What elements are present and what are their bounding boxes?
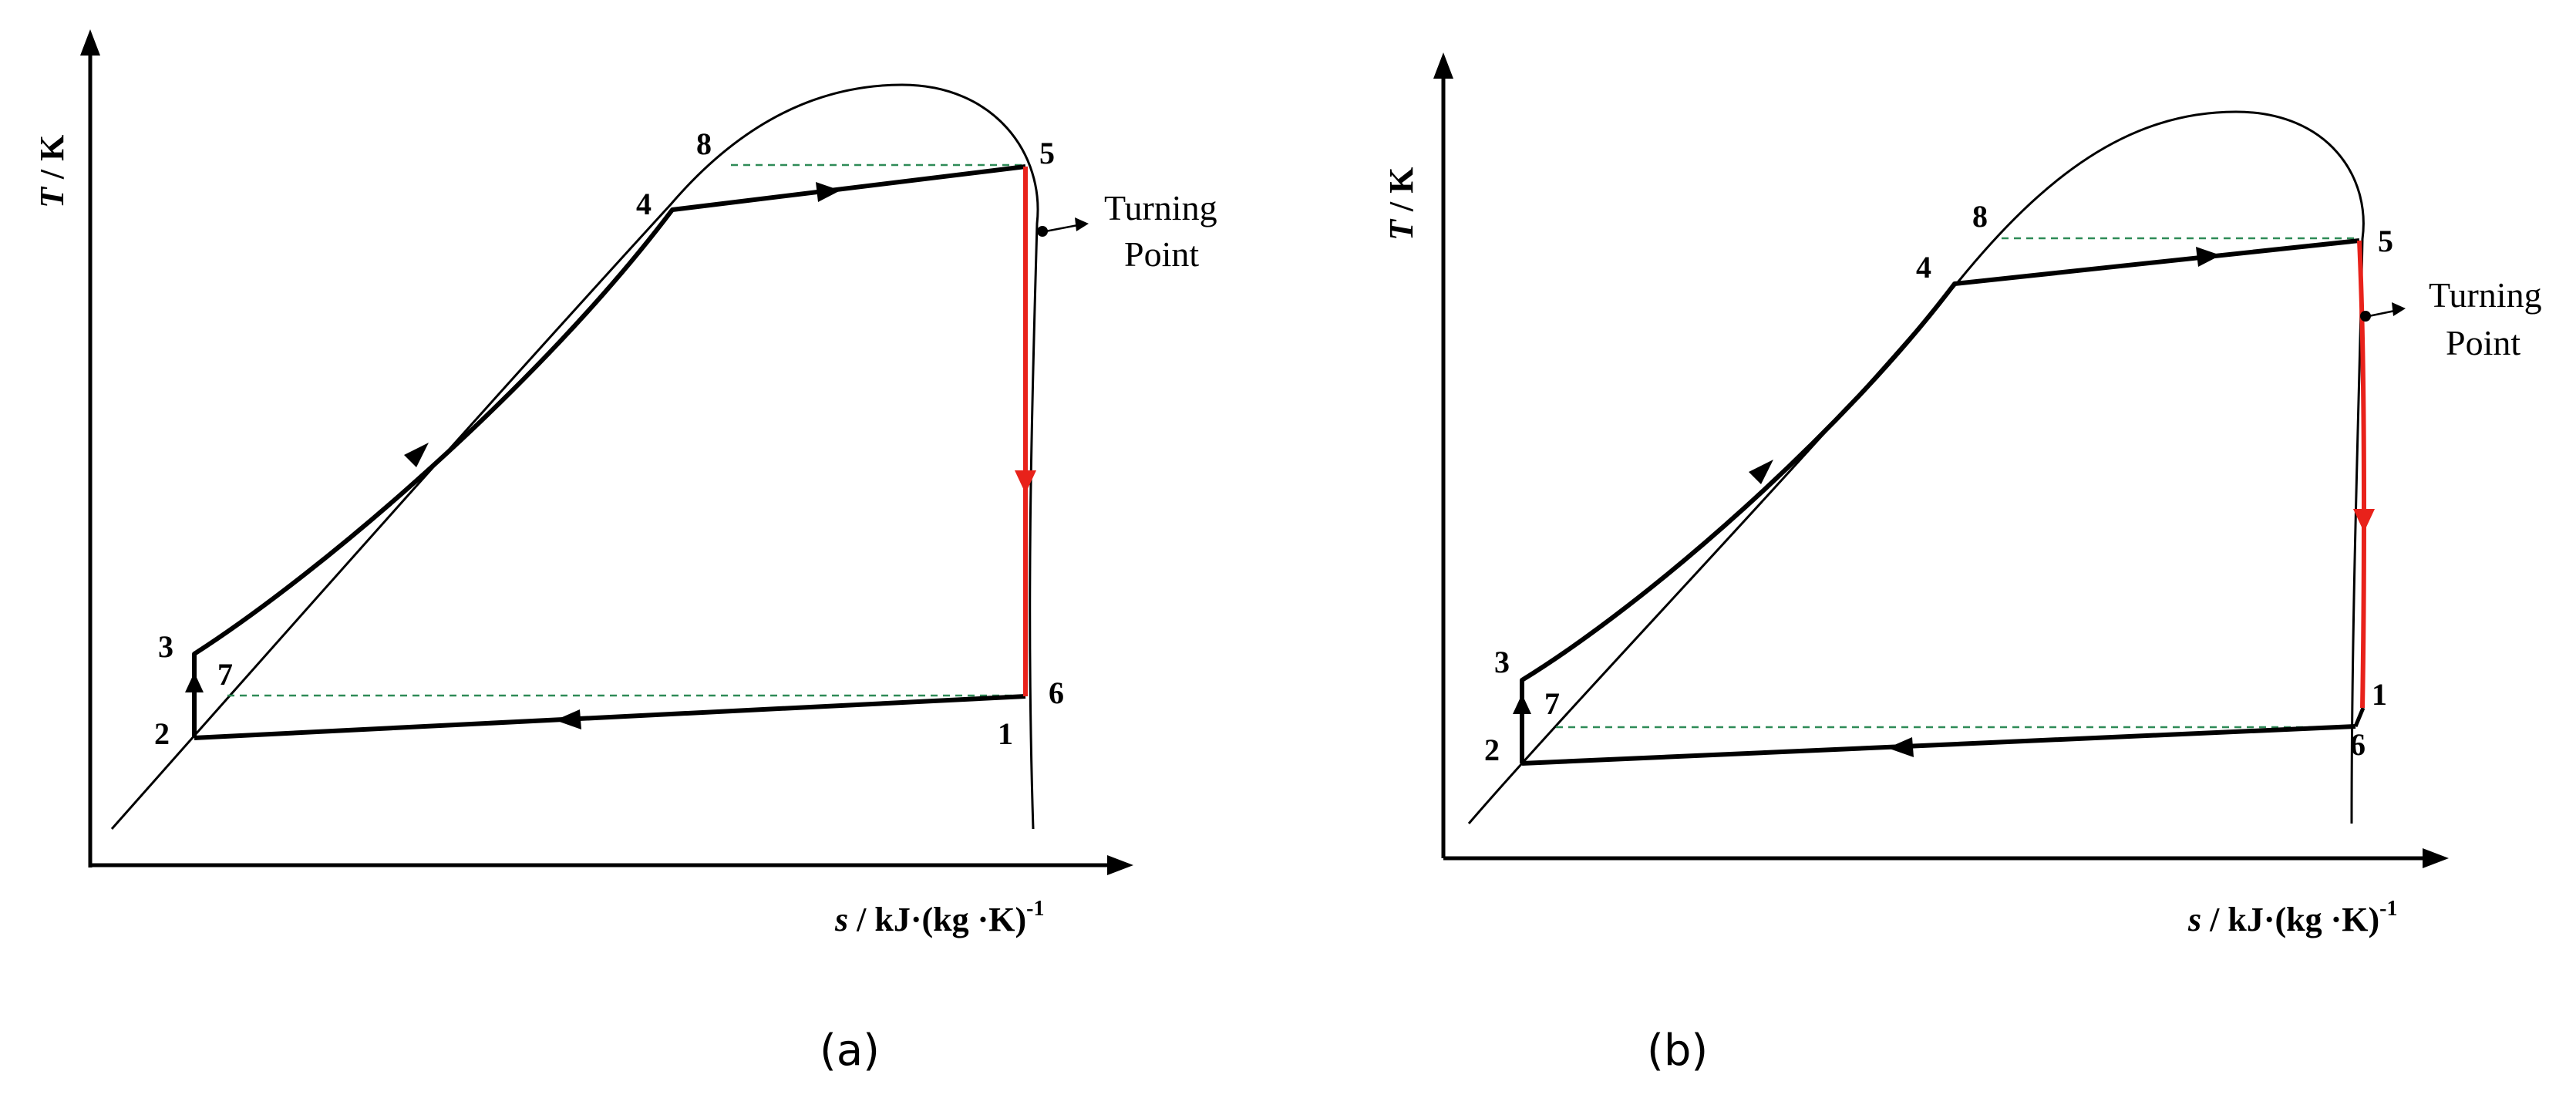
flow-arrow-3-4: [404, 443, 429, 467]
turning-point-pointer-head: [2392, 302, 2406, 316]
turning-point-pointer: [1045, 224, 1079, 233]
x-axis-arrowhead: [2423, 848, 2449, 868]
state-label-8: 8: [1972, 199, 1988, 234]
cycle-path: [192, 164, 1026, 738]
state-label-7: 7: [1544, 686, 1560, 721]
cycle-path: [1520, 238, 2360, 763]
y-axis-title: T / K: [33, 135, 71, 208]
state-label-3: 3: [158, 629, 173, 664]
flow-arrow-4-5: [816, 182, 840, 202]
heat-rejection-line: [1521, 724, 2356, 766]
turning-point-label-line1: Turning: [1104, 188, 1217, 227]
panel-b: Turning Point 1 2 3 4 5 6 7 8 T / K s / …: [1382, 52, 2542, 1076]
state-1-6-segment: [2353, 707, 2366, 727]
state-label-1: 1: [998, 716, 1013, 751]
state-label-5: 5: [2378, 224, 2393, 258]
panel-label-a: (a): [820, 1026, 880, 1076]
saturation-dome: [1467, 110, 2365, 824]
turning-point-label-line2: Point: [1124, 234, 1199, 274]
x-axis-arrowhead: [1107, 855, 1133, 875]
flow-arrow-2-3: [185, 672, 204, 692]
saturation-dome: [110, 83, 1039, 830]
y-axis-arrowhead: [80, 29, 100, 56]
flow-arrow-5-6: [1015, 470, 1036, 494]
turning-point-marker: [2360, 311, 2371, 322]
flow-arrow-3-4: [1749, 460, 1773, 484]
y-axis-title: T / K: [1382, 167, 1420, 241]
state-label-6: 6: [1049, 675, 1064, 710]
state-label-7: 7: [217, 657, 233, 692]
expansion-line: [2357, 240, 2367, 709]
flow-arrow-5-1: [2353, 509, 2375, 532]
turning-point-label-line2: Point: [2446, 323, 2520, 362]
flow-arrow-2-3: [1513, 694, 1531, 714]
state-label-4: 4: [636, 187, 652, 221]
flow-arrow-4-5: [2196, 247, 2221, 267]
state-label-6: 6: [2350, 727, 2366, 762]
x-axis-title: s / kJ·(kg ·K)-1: [2187, 897, 2398, 938]
state-label-8: 8: [696, 126, 712, 161]
y-axis-arrowhead: [1433, 52, 1453, 79]
state-label-3: 3: [1494, 645, 1510, 679]
flow-arrow-6-2: [555, 709, 581, 729]
panel-a: Turning Point 1 2 3 4 5 6 7 8 T / K s / …: [33, 29, 1217, 1076]
state-label-4: 4: [1916, 250, 1931, 285]
turning-point-pointer: [2368, 309, 2396, 318]
x-axis-title: s / kJ·(kg ·K)-1: [834, 897, 1045, 938]
state-label-2: 2: [1484, 733, 1500, 767]
state-label-2: 2: [154, 716, 170, 751]
turning-point-marker: [1037, 226, 1048, 237]
turning-point-pointer-head: [1075, 217, 1089, 231]
state-label-5: 5: [1039, 136, 1055, 170]
turning-point-label-line1: Turning: [2429, 275, 2542, 315]
heat-rejection-line: [194, 694, 1026, 740]
state-label-1: 1: [2372, 677, 2387, 712]
panel-label-b: (b): [1647, 1026, 1708, 1076]
flow-arrow-6-2: [1887, 737, 1914, 757]
